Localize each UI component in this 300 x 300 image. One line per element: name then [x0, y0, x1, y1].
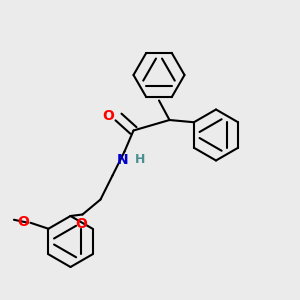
Text: N: N	[117, 153, 129, 167]
Text: O: O	[102, 109, 114, 122]
Text: O: O	[75, 217, 87, 231]
Text: O: O	[17, 215, 29, 229]
Text: H: H	[135, 153, 146, 166]
